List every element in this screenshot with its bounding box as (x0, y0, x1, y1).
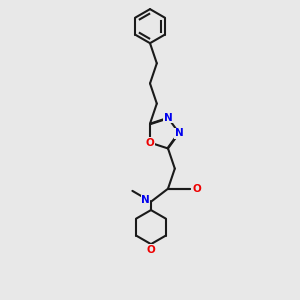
Text: O: O (147, 245, 155, 255)
Text: O: O (146, 138, 154, 148)
Text: O: O (192, 184, 201, 194)
Text: N: N (175, 128, 184, 138)
Text: N: N (141, 195, 150, 205)
Text: N: N (164, 113, 172, 123)
